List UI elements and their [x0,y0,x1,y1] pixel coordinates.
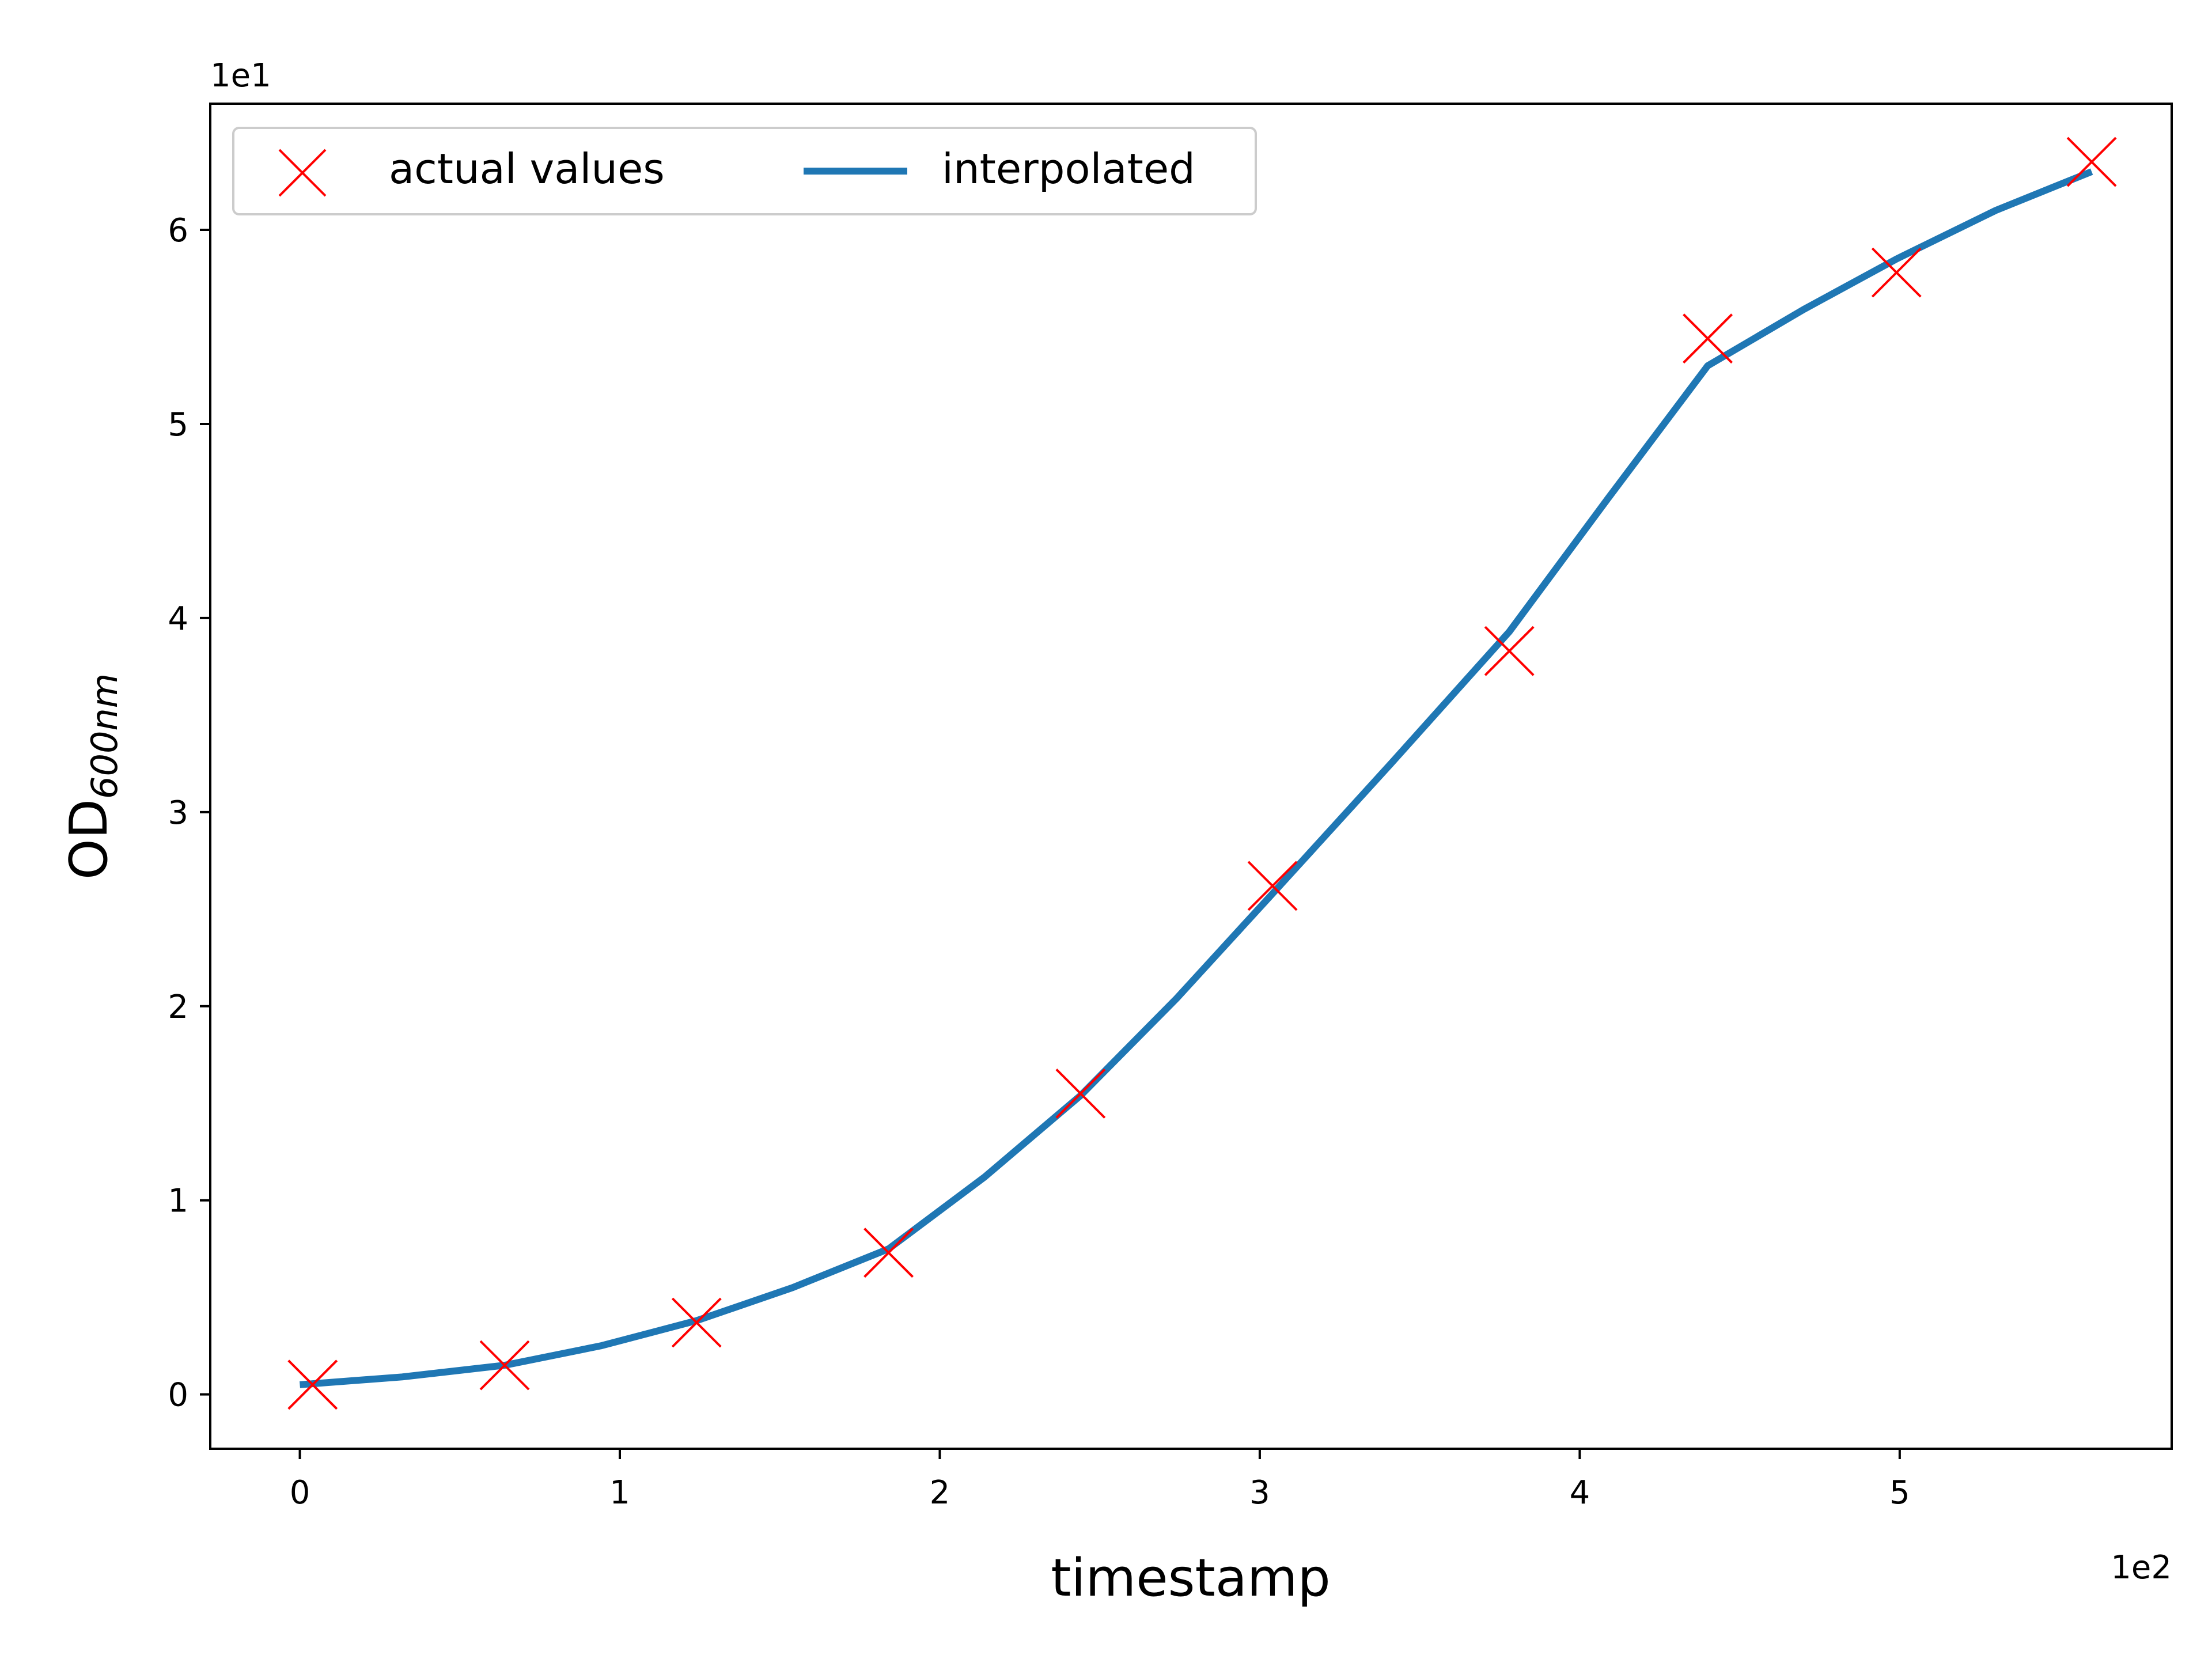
actual-value-marker-8 [1871,247,1922,298]
x-tick-label-4: 4 [1570,1474,1590,1512]
actual-value-marker-7 [1683,313,1733,364]
actual-value-marker-6 [1484,626,1535,676]
plot-frame [209,103,2173,1450]
y-axis-title: OD600nm [59,673,126,880]
series-line-interpolated [300,168,2093,1388]
series-layer [287,137,2117,1410]
x-tick-label-0: 0 [290,1474,310,1512]
y-axis-title-main: OD [59,799,119,880]
y-offset-label: 1e1 [210,57,271,94]
x-tick-label-2: 2 [930,1474,950,1512]
actual-value-marker-5 [1247,861,1298,911]
y-tick-label-4: 4 [168,600,188,638]
y-axis: 0 1 2 3 4 5 6 [168,212,210,1414]
x-tick-label-3: 3 [1249,1474,1270,1512]
legend-label-interpolated: interpolated [942,145,1195,193]
actual-value-marker-2 [671,1297,722,1348]
y-tick-label-6: 6 [168,212,188,249]
actual-value-marker-0 [287,1359,338,1410]
legend-label-actual-values: actual values [389,145,665,193]
actual-value-marker-4 [1055,1068,1106,1119]
x-axis-title: timestamp [1051,1548,1330,1608]
x-offset-label: 1e2 [2111,1549,2172,1586]
x-tick-label-1: 1 [609,1474,630,1512]
legend: actual values interpolated [232,127,1257,215]
actual-value-marker-3 [863,1228,914,1278]
legend-marker-actual-values [278,149,327,197]
legend-box [232,127,1257,215]
y-axis-title-subscript: 600nm [84,673,126,799]
y-tick-label-1: 1 [168,1183,188,1220]
y-tick-label-0: 0 [168,1377,188,1414]
y-tick-label-2: 2 [168,988,188,1026]
x-axis: 0 1 2 3 4 5 [290,1449,1910,1512]
actual-value-marker-1 [479,1340,530,1391]
y-tick-label-5: 5 [168,406,188,444]
actual-value-marker-9 [2066,137,2117,187]
x-tick-label-5: 5 [1889,1474,1910,1512]
y-tick-label-3: 3 [168,794,188,832]
